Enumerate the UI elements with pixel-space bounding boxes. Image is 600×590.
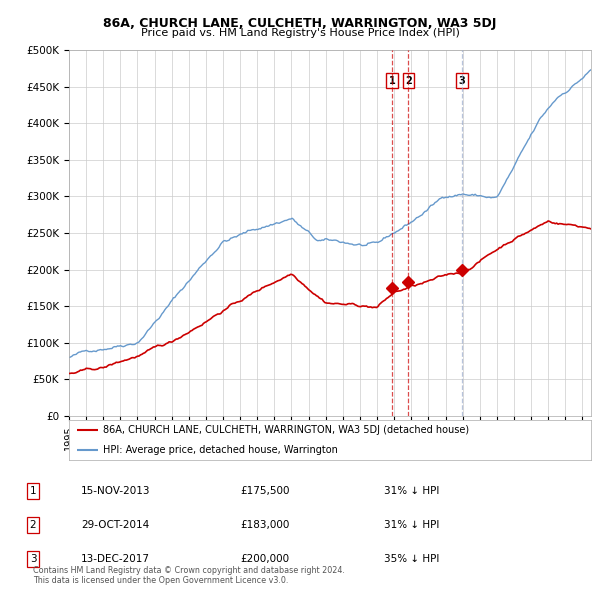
Text: HPI: Average price, detached house, Warrington: HPI: Average price, detached house, Warr… (103, 445, 338, 455)
Text: 2: 2 (29, 520, 37, 530)
Text: 86A, CHURCH LANE, CULCHETH, WARRINGTON, WA3 5DJ (detached house): 86A, CHURCH LANE, CULCHETH, WARRINGTON, … (103, 425, 469, 435)
Text: 35% ↓ HPI: 35% ↓ HPI (384, 555, 439, 564)
Text: 86A, CHURCH LANE, CULCHETH, WARRINGTON, WA3 5DJ: 86A, CHURCH LANE, CULCHETH, WARRINGTON, … (103, 17, 497, 30)
Text: Price paid vs. HM Land Registry's House Price Index (HPI): Price paid vs. HM Land Registry's House … (140, 28, 460, 38)
Text: 1: 1 (29, 486, 37, 496)
Text: 29-OCT-2014: 29-OCT-2014 (81, 520, 149, 530)
Text: 3: 3 (29, 555, 37, 564)
Text: £183,000: £183,000 (240, 520, 289, 530)
Text: 2: 2 (405, 76, 412, 86)
Text: Contains HM Land Registry data © Crown copyright and database right 2024.
This d: Contains HM Land Registry data © Crown c… (33, 566, 345, 585)
Text: 13-DEC-2017: 13-DEC-2017 (81, 555, 150, 564)
Text: 15-NOV-2013: 15-NOV-2013 (81, 486, 151, 496)
Text: 1: 1 (389, 76, 395, 86)
Text: 3: 3 (458, 76, 465, 86)
Text: £175,500: £175,500 (240, 486, 290, 496)
Text: 31% ↓ HPI: 31% ↓ HPI (384, 520, 439, 530)
Text: 31% ↓ HPI: 31% ↓ HPI (384, 486, 439, 496)
Text: £200,000: £200,000 (240, 555, 289, 564)
